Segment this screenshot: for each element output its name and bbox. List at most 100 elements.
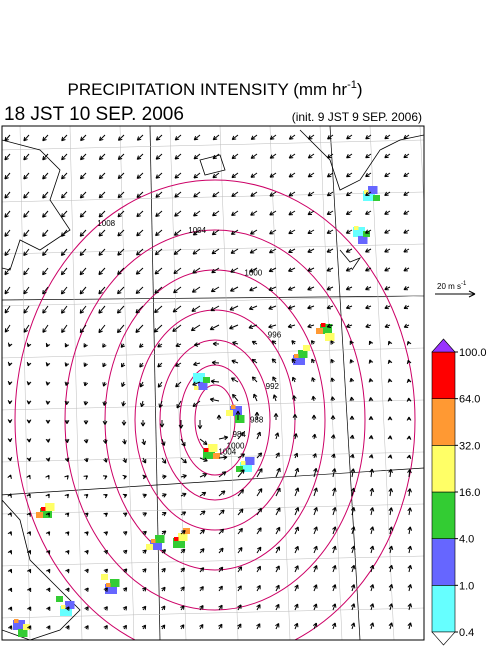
- precip-cell: [316, 328, 323, 334]
- wind-arrow: [294, 545, 299, 554]
- wind-arrow: [231, 191, 239, 198]
- wind-arrow: [173, 267, 182, 275]
- precip-cell: [194, 386, 199, 390]
- wind-arrow: [60, 305, 68, 314]
- wind-arrow: [45, 512, 51, 517]
- wind-arrow: [117, 153, 125, 161]
- wind-arrow: [211, 229, 220, 236]
- wind-arrow: [249, 229, 258, 235]
- wind-arrow: [7, 493, 12, 498]
- wind-arrow: [272, 376, 277, 383]
- wind-arrow: [326, 153, 334, 159]
- wind-arrow: [45, 342, 51, 348]
- wind-arrow: [311, 395, 316, 402]
- wind-arrow: [192, 381, 201, 386]
- wind-arrow: [326, 323, 334, 329]
- grid-line: [2, 399, 424, 411]
- wind-arrow: [45, 400, 51, 405]
- wind-arrow: [218, 490, 226, 497]
- wind-arrow: [27, 606, 32, 611]
- wind-arrow: [116, 286, 125, 295]
- wind-arrow: [229, 324, 239, 330]
- wind-arrow: [102, 343, 107, 348]
- wind-arrow: [60, 267, 68, 276]
- wind-arrow: [332, 487, 337, 497]
- wind-arrow: [294, 565, 299, 573]
- wind-arrow: [384, 229, 391, 234]
- wind-arrow: [117, 248, 125, 256]
- wind-arrow: [313, 467, 318, 478]
- wind-arrow: [23, 248, 30, 257]
- wind-arrow: [237, 585, 242, 592]
- wind-arrow: [253, 393, 258, 402]
- wind-arrow: [275, 452, 280, 459]
- wind-arrow: [103, 606, 108, 611]
- wind-arrow: [140, 420, 146, 427]
- wind-arrow: [142, 549, 147, 554]
- wind-arrow: [271, 340, 277, 345]
- wind-arrow: [84, 512, 89, 518]
- wind-arrow: [212, 134, 220, 141]
- wind-arrow: [199, 604, 204, 611]
- contour-label: 1004: [188, 226, 206, 235]
- wind-arrow: [180, 511, 187, 516]
- wind-arrow: [403, 267, 410, 272]
- wind-arrow: [388, 468, 393, 478]
- wind-arrow: [229, 305, 239, 311]
- wind-arrow: [350, 487, 356, 497]
- grid-line: [2, 191, 424, 203]
- wind-arrow: [98, 191, 106, 199]
- precip-cell: [14, 619, 19, 623]
- wind-arrow: [218, 509, 225, 516]
- wind-arrow: [350, 468, 356, 478]
- wind-arrow: [4, 153, 11, 161]
- colorbar-segment: [431, 351, 456, 399]
- wind-arrow: [136, 172, 144, 179]
- wind-arrow: [230, 248, 239, 254]
- wind-arrow: [103, 549, 109, 555]
- wind-arrow: [288, 267, 296, 272]
- contour-label: 992: [266, 382, 280, 391]
- wind-arrow: [268, 267, 277, 273]
- wind-arrow: [275, 623, 280, 630]
- wind-arrow: [345, 229, 353, 234]
- wind-arrow: [269, 229, 277, 235]
- precip-cell: [193, 373, 205, 383]
- precip-cell: [173, 538, 185, 548]
- wind-arrow: [231, 210, 239, 216]
- wind-arrow: [84, 549, 89, 555]
- wind-arrow: [388, 622, 394, 630]
- wind-arrow: [384, 153, 391, 159]
- wind-arrow: [42, 267, 49, 276]
- wind-arrow: [98, 324, 106, 334]
- wind-arrow: [180, 605, 185, 611]
- wind-arrow: [365, 304, 372, 310]
- wind-arrow: [313, 526, 318, 535]
- wind-arrow: [139, 362, 144, 368]
- wind-arrow: [369, 603, 375, 611]
- wind-arrow: [350, 584, 356, 592]
- wind-arrow: [210, 286, 220, 293]
- wind-arrow: [98, 286, 106, 295]
- wind-arrow: [45, 457, 51, 462]
- wind-arrow: [330, 340, 335, 345]
- wind-arrow: [193, 153, 201, 160]
- wind-arrow: [199, 473, 207, 478]
- wind-arrow: [406, 416, 412, 421]
- wind-arrow: [135, 267, 144, 275]
- colorbar-label: 16.0: [459, 487, 480, 499]
- wind-arrow: [157, 362, 163, 368]
- wind-arrow: [288, 191, 296, 197]
- wind-arrow: [292, 414, 298, 420]
- grid-line: [2, 243, 424, 255]
- wind-arrow: [330, 396, 336, 402]
- wind-arrow: [60, 229, 68, 237]
- wind-arrow: [7, 606, 13, 611]
- grid-line: [2, 607, 424, 619]
- colorbar-label: 100.0: [459, 347, 487, 359]
- wind-arrow: [23, 172, 30, 180]
- wind-arrow: [45, 531, 51, 536]
- wind-arrow: [294, 603, 299, 611]
- precip-cell: [358, 236, 368, 244]
- wind-arrow: [172, 324, 182, 332]
